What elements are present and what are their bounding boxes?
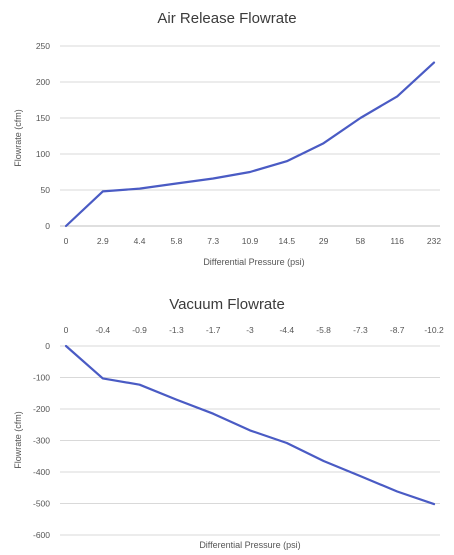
chart-2-x-tick-label: 0 bbox=[64, 325, 69, 335]
chart-1-x-tick-label: 0 bbox=[64, 236, 69, 246]
chart-2-y-tick-label: 0 bbox=[45, 341, 50, 351]
chart-2-y-tick-label: -200 bbox=[33, 404, 50, 414]
chart-1-y-tick-label: 50 bbox=[41, 185, 51, 195]
chart-1-x-tick-label: 29 bbox=[319, 236, 329, 246]
chart-2-ylabel: Flowrate (cfm) bbox=[13, 411, 23, 469]
chart-2-x-tick-label: -4.4 bbox=[279, 325, 294, 335]
chart-1-title: Air Release Flowrate bbox=[157, 10, 296, 27]
chart-1-x-tick-label: 116 bbox=[390, 236, 404, 246]
chart-1-series-line bbox=[66, 63, 434, 226]
chart-2-y-tick-label: -500 bbox=[33, 499, 50, 509]
chart-2-y-tick-label: -100 bbox=[33, 373, 50, 383]
chart-2-y-tick-label: -400 bbox=[33, 467, 50, 477]
chart-2-x-tick-label: -7.3 bbox=[353, 325, 368, 335]
chart-1-y-tick-label: 0 bbox=[45, 221, 50, 231]
chart-2-x-tick-label: -5.8 bbox=[316, 325, 331, 335]
chart-2-series-line bbox=[66, 346, 434, 504]
chart-1-y-tick-label: 150 bbox=[36, 113, 50, 123]
chart-1-x-tick-label: 7.3 bbox=[207, 236, 219, 246]
chart-1-y-tick-label: 100 bbox=[36, 149, 50, 159]
chart-2-x-tick-label: -1.3 bbox=[169, 325, 184, 335]
chart-1-x-tick-label: 5.8 bbox=[170, 236, 182, 246]
chart-2-x-tick-label: -0.9 bbox=[132, 325, 147, 335]
chart-1-x-tick-label: 232 bbox=[427, 236, 441, 246]
chart-2-x-tick-label: -0.4 bbox=[95, 325, 110, 335]
chart-1-ylabel: Flowrate (cfm) bbox=[13, 109, 23, 167]
chart-1-x-tick-label: 14.5 bbox=[279, 236, 296, 246]
chart-2-x-tick-label: -1.7 bbox=[206, 325, 221, 335]
chart-2-y-tick-label: -600 bbox=[33, 530, 50, 540]
chart-1-y-tick-label: 250 bbox=[36, 41, 50, 51]
chart-1-x-tick-label: 58 bbox=[356, 236, 366, 246]
chart-2-x-tick-label: -8.7 bbox=[390, 325, 405, 335]
chart-1-x-tick-label: 4.4 bbox=[134, 236, 146, 246]
chart-2-x-tick-label: -3 bbox=[246, 325, 254, 335]
chart-2-xlabel: Differential Pressure (psi) bbox=[199, 540, 300, 550]
chart-1-xlabel: Differential Pressure (psi) bbox=[203, 257, 304, 267]
chart-1-x-tick-label: 10.9 bbox=[242, 236, 259, 246]
chart-1-y-tick-label: 200 bbox=[36, 77, 50, 87]
chart-1-x-tick-label: 2.9 bbox=[97, 236, 109, 246]
chart-2-y-tick-label: -300 bbox=[33, 436, 50, 446]
chart-2-x-tick-label: -10.2 bbox=[424, 325, 444, 335]
chart-2-title: Vacuum Flowrate bbox=[169, 296, 285, 313]
